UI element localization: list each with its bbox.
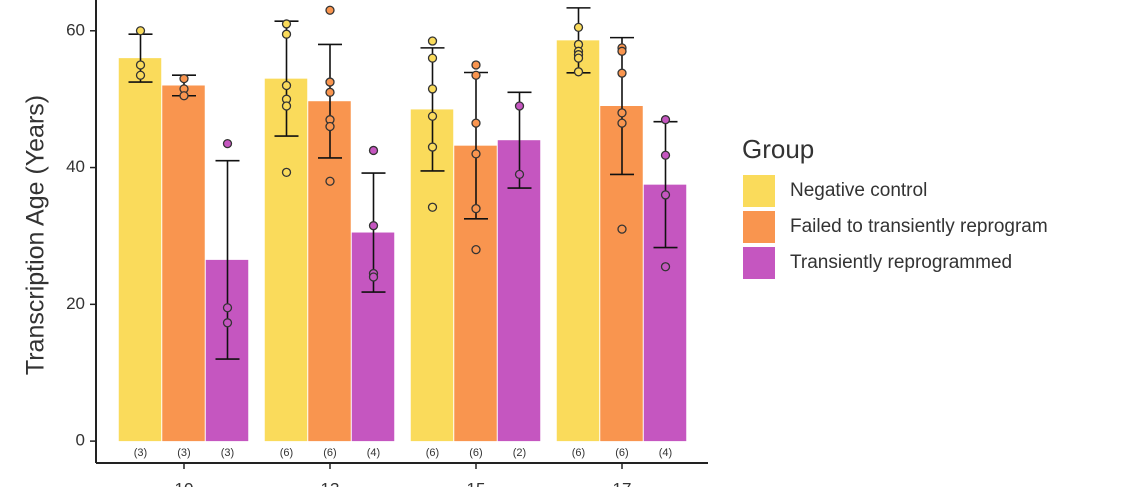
data-point [135, 26, 146, 36]
data-point [368, 145, 379, 156]
count-label: (6) [469, 447, 482, 459]
legend-swatch [743, 211, 775, 243]
data-point [281, 167, 292, 177]
data-point [222, 318, 233, 328]
y-tick-label: 20 [66, 294, 85, 313]
data-point [325, 5, 335, 15]
x-tick-label: 17 [613, 479, 632, 487]
data-point [617, 224, 627, 234]
legend-title: Group [742, 134, 814, 164]
data-point [471, 60, 481, 70]
data-point [471, 118, 481, 128]
data-point [471, 244, 481, 255]
count-label: (6) [615, 447, 628, 459]
error-bar [318, 43, 342, 159]
count-label: (4) [367, 447, 380, 459]
bar [162, 85, 205, 442]
data-point [617, 118, 627, 128]
data-point [660, 150, 671, 160]
data-point [368, 221, 379, 231]
data-point [427, 111, 438, 121]
data-point [222, 303, 233, 313]
data-point [427, 36, 438, 46]
data-point [573, 22, 584, 33]
legend-label: Negative control [790, 180, 927, 201]
data-point [660, 190, 671, 200]
data-point [281, 19, 292, 29]
y-axis-label: Transcription Age (Years) [22, 95, 50, 375]
count-label: (4) [659, 447, 672, 459]
count-label: (3) [221, 447, 234, 459]
bar [556, 40, 600, 442]
data-point [514, 169, 525, 180]
data-point [135, 60, 146, 70]
data-point [179, 73, 189, 84]
data-point [573, 53, 584, 63]
data-point [368, 272, 379, 282]
data-point [427, 84, 438, 94]
data-point [514, 101, 525, 111]
legend-swatch [743, 175, 775, 207]
data-point [471, 149, 481, 159]
data-point [325, 77, 335, 87]
count-label: (6) [572, 447, 585, 459]
data-point [427, 142, 438, 152]
data-point [325, 176, 335, 186]
data-point [281, 29, 292, 39]
data-point [281, 101, 292, 111]
x-tick-label: 13 [321, 479, 340, 487]
count-label: (6) [280, 447, 293, 459]
data-point [573, 67, 584, 77]
count-label: (6) [426, 447, 439, 459]
count-label: (3) [134, 447, 147, 459]
legend-label: Failed to transiently reprogram [790, 216, 1048, 237]
data-point [281, 80, 292, 91]
data-point [660, 115, 671, 125]
bar [497, 140, 541, 442]
count-label: (3) [177, 447, 190, 459]
data-point [427, 202, 438, 212]
data-point [135, 70, 146, 80]
data-point [427, 53, 438, 63]
data-point [617, 46, 627, 56]
data-point [471, 203, 481, 214]
count-label: (6) [323, 447, 336, 459]
count-label: (2) [513, 447, 526, 459]
legend-swatch [743, 247, 775, 279]
data-point [617, 108, 627, 118]
error-bar [610, 36, 634, 176]
bar [118, 58, 162, 442]
data-point [325, 87, 335, 97]
y-tick-label: 0 [76, 431, 85, 450]
data-point [660, 262, 671, 272]
legend-label: Transiently reprogrammed [790, 252, 1012, 273]
data-point [325, 121, 335, 132]
y-tick-label: 60 [66, 20, 85, 39]
bar [264, 78, 308, 442]
data-point [471, 70, 481, 80]
data-point [179, 91, 189, 101]
x-tick-label: 15 [467, 479, 486, 487]
y-tick-label: 40 [66, 157, 85, 176]
data-point [222, 138, 233, 149]
data-point [617, 68, 627, 78]
x-tick-label: 10 [175, 479, 194, 487]
